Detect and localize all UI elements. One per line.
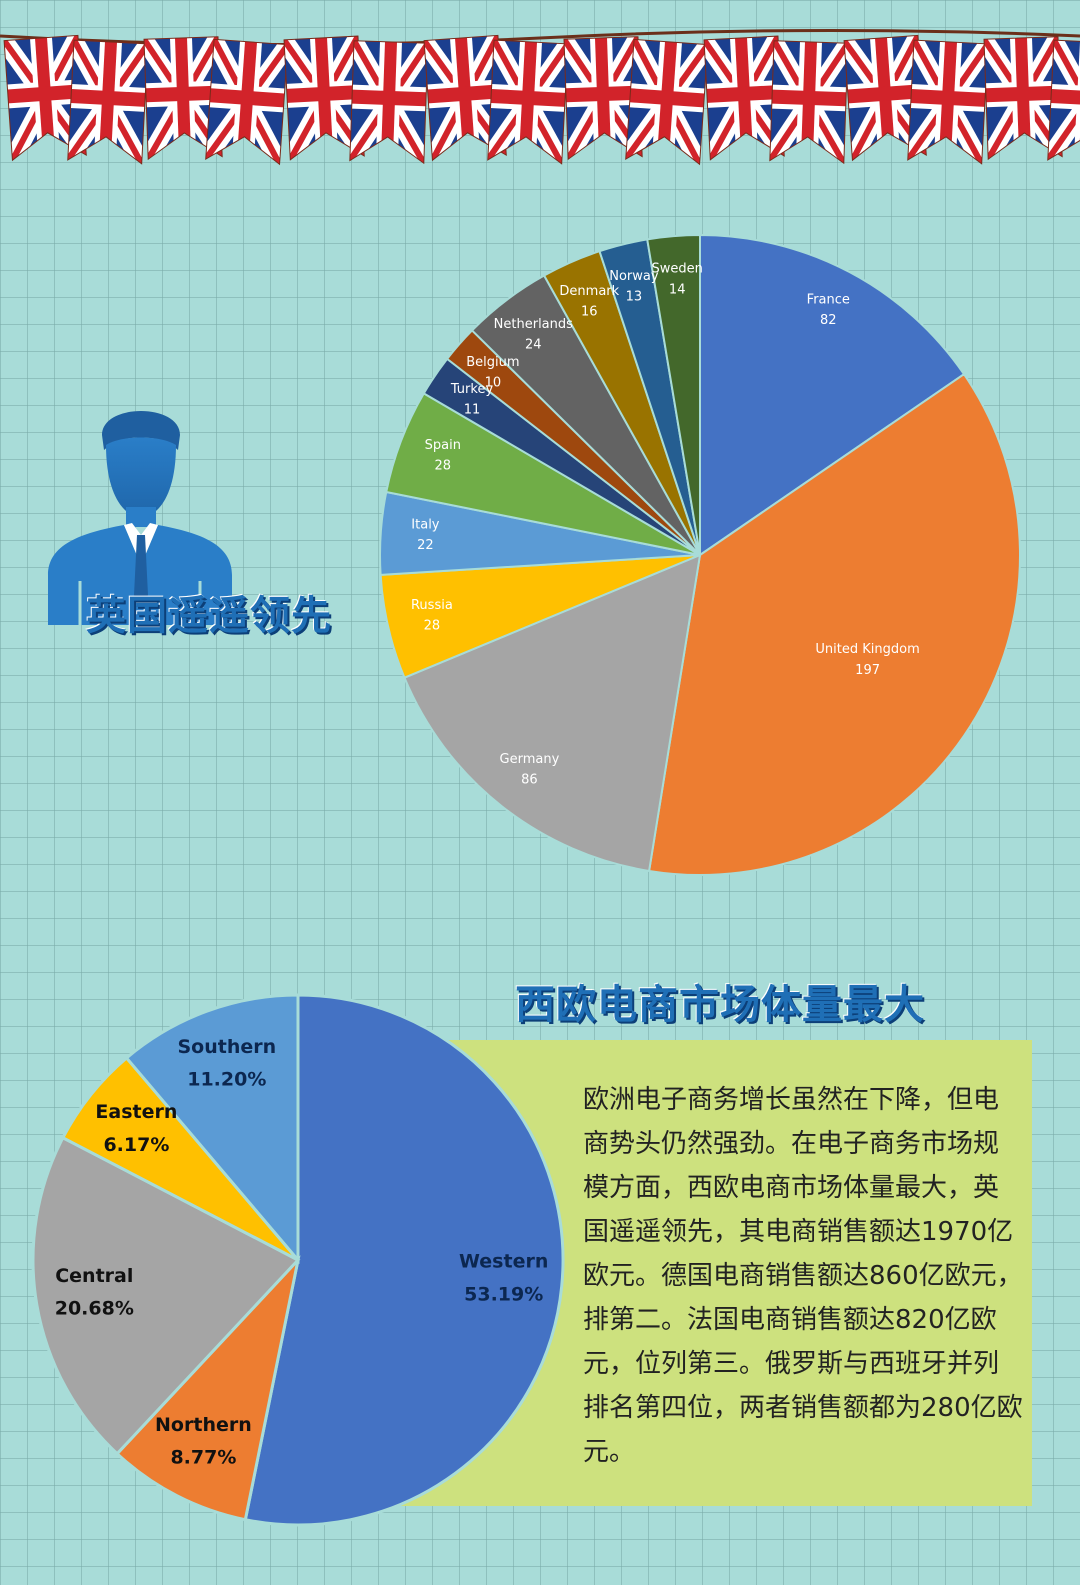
slice-value-france: 82 [820,313,837,328]
slice-label-northern: Northern [155,1414,252,1436]
slice-value-united-kingdom: 197 [855,663,880,678]
pie-chart-countries: France 82 United Kingdom 197 Germany 86 Russia… [379,233,1021,876]
slice-value-germany: 86 [521,773,538,788]
pie-chart-regions: Western 53.19% Northern 8.77% Central 20.68% E… [31,993,565,1527]
slice-value-spain: 28 [435,459,452,474]
slice-label-belgium: Belgium [466,355,519,370]
flag-bunting-banner [0,0,1080,190]
pie-slice-western [243,993,565,1527]
slice-label-netherlands: Netherlands [494,317,573,332]
slice-value-turkey: 11 [464,402,481,417]
slice-value-central: 20.68% [55,1298,134,1320]
slice-label-western: Western [459,1251,548,1273]
summary-paragraph: 欧洲电子商务增长虽然在下降，但电商势头仍然强劲。在电子商务市场规模方面，西欧电商… [583,1085,1023,1467]
slice-value-netherlands: 24 [525,338,542,353]
pie-slice-central [31,1135,301,1456]
union-jack-pennant [206,39,288,164]
slice-value-sweden: 14 [669,282,686,297]
union-jack-pennant [488,40,568,164]
slice-label-denmark: Denmark [559,284,619,299]
slice-label-sweden: Sweden [652,262,703,277]
slice-label-italy: Italy [411,517,440,532]
union-jack-pennant [770,41,848,164]
slice-label-spain: Spain [425,438,461,453]
businessman-silhouette-icon [48,411,232,625]
union-jack-pennant [626,39,708,164]
slice-value-denmark: 16 [581,305,598,320]
pie-slice-southern [124,993,300,1265]
union-jack-pennant [350,41,428,164]
slice-label-france: France [807,293,850,308]
union-jack-pennant [1048,40,1080,164]
slice-value-southern: 11.20% [187,1069,266,1091]
slice-value-russia: 28 [424,619,441,634]
slice-label-russia: Russia [411,598,453,613]
slice-label-norway: Norway [609,269,659,284]
slice-label-eastern: Eastern [95,1101,177,1123]
slice-label-united-kingdom: United Kingdom [815,642,919,657]
union-jack-pennant [68,40,148,164]
pie-slice-united-kingdom [647,372,1021,876]
slice-value-northern: 8.77% [170,1446,236,1468]
slice-value-belgium: 10 [485,375,502,390]
pie-slice-sweden [646,233,701,556]
slice-value-italy: 22 [417,538,434,553]
slice-value-eastern: 6.17% [103,1134,169,1156]
pie-slice-germany [403,553,702,873]
slice-label-turkey: Turkey [450,382,494,397]
pie-slice-northern [115,1255,301,1522]
slice-value-western: 53.19% [464,1283,543,1305]
slice-label-central: Central [55,1265,133,1287]
heading-uk-leads: 英国遥遥领先 [86,593,332,639]
slice-label-germany: Germany [500,752,560,767]
slice-value-norway: 13 [626,289,643,304]
pie-slice-france [699,233,966,557]
slice-label-southern: Southern [177,1036,276,1058]
heading-western-largest: 西欧电商市场体量最大 [515,982,925,1028]
union-jack-pennant [908,40,988,164]
